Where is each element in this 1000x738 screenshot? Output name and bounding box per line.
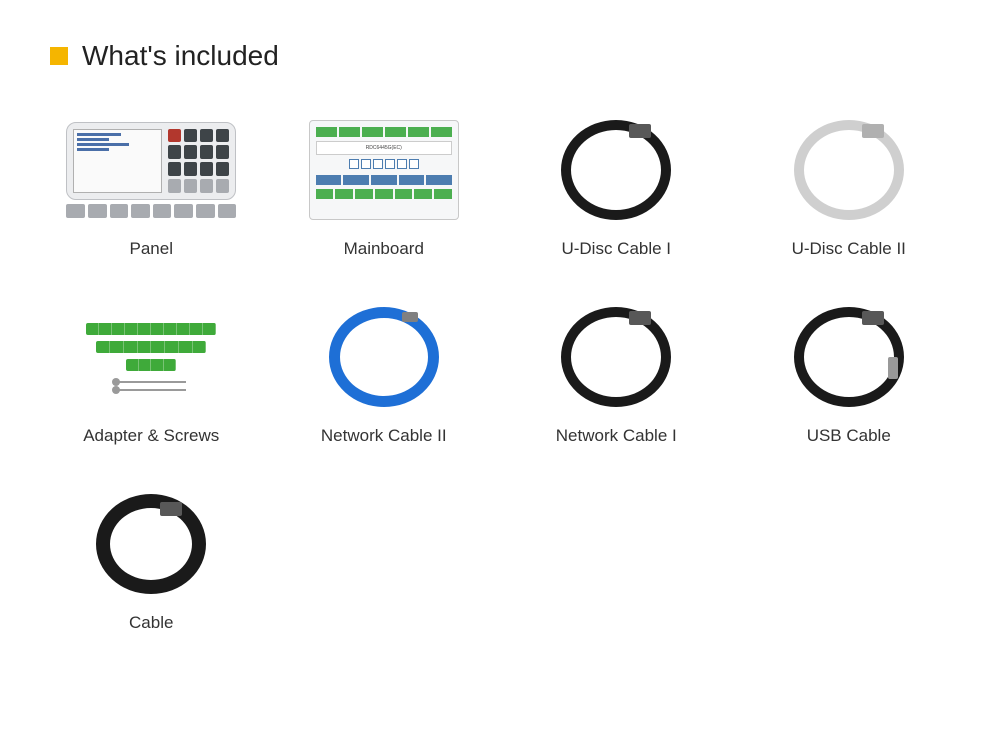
mainboard-image: RDC6445G(EC) [294,112,474,227]
cable-image [526,112,706,227]
item-panel: Panel [50,112,253,259]
cable-image [526,299,706,414]
item-network-cable-1: Network Cable I [515,299,718,446]
adapter-image [61,299,241,414]
cable-coil-icon [561,120,671,220]
item-udisc-cable-2: U-Disc Cable II [748,112,951,259]
cable-image [759,112,939,227]
item-adapter-screws: Adapter & Screws [50,299,253,446]
section-heading: What's included [50,40,950,72]
item-network-cable-2: Network Cable II [283,299,486,446]
cable-coil-icon [561,307,671,407]
item-udisc-cable-1: U-Disc Cable I [515,112,718,259]
item-label: Panel [130,239,173,259]
panel-image [61,112,241,227]
item-label: Mainboard [344,239,424,259]
item-label: U-Disc Cable II [792,239,906,259]
cable-coil-icon [329,307,439,407]
item-label: USB Cable [807,426,891,446]
cable-image [759,299,939,414]
item-label: Cable [129,613,173,633]
cable-coil-icon [794,307,904,407]
item-usb-cable: USB Cable [748,299,951,446]
item-label: Network Cable I [556,426,677,446]
item-label: Network Cable II [321,426,447,446]
heading-title: What's included [82,40,279,72]
cable-image [294,299,474,414]
item-cable: Cable [50,486,253,633]
cable-coil-icon [96,494,206,594]
item-label: Adapter & Screws [83,426,219,446]
items-grid: Panel RDC6445G(EC) Mainboard U-Disc Cabl… [50,112,950,633]
item-mainboard: RDC6445G(EC) Mainboard [283,112,486,259]
accent-square-icon [50,47,68,65]
cable-image [61,486,241,601]
item-label: U-Disc Cable I [561,239,671,259]
cable-coil-icon [794,120,904,220]
